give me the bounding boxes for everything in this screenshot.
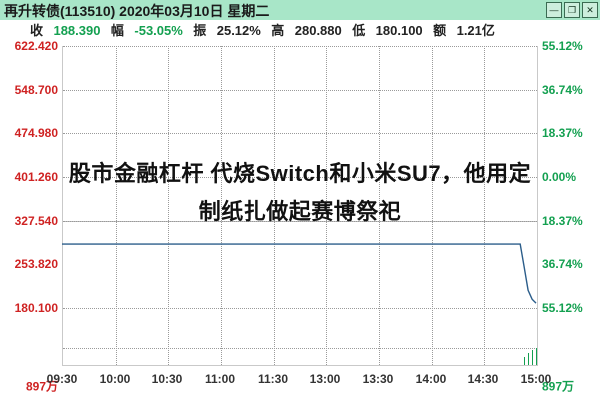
grid-line-h (63, 133, 537, 134)
y-axis-label-left: 548.700 (14, 82, 58, 97)
grid-line-h (63, 221, 537, 222)
x-axis-label: 13:00 (309, 372, 341, 386)
y-axis-label-left: 253.820 (14, 257, 58, 272)
x-axis-label: 11:30 (257, 372, 289, 386)
volume-bar (524, 356, 526, 365)
grid-line-h (63, 90, 537, 91)
quote-label-turnover: 额 (433, 23, 447, 38)
headline-overlay: 股市金融杠杆 代烧Switch和小米SU7，他用定 制纸扎做起赛博祭祀 (0, 155, 600, 231)
grid-line-v (274, 46, 275, 365)
plot-area (62, 46, 538, 366)
price-line-svg (62, 243, 537, 304)
y-axis-label-right: 55.12% (542, 301, 583, 315)
y-axis-label-left: 474.980 (14, 126, 58, 141)
y-axis-label-left: 401.260 (14, 170, 58, 184)
series-layer (62, 46, 538, 366)
grid-line-v (432, 46, 433, 365)
quote-label-close: 收 (30, 23, 44, 38)
y-axis-label-right: 36.74% (542, 82, 583, 97)
y-axis-label-right: 36.74% (542, 257, 583, 272)
volume-bar (532, 350, 534, 365)
grid-line-h (63, 46, 537, 47)
y-axis-label-left: 180.100 (14, 301, 58, 315)
x-axis-label: 11:00 (204, 372, 236, 386)
grid-line-v (221, 46, 222, 365)
quote-value-close: 188.390 (53, 23, 101, 38)
y-axis-label-left: 327.540 (14, 213, 58, 228)
volume-bar (528, 353, 530, 365)
quote-value-turnover: 1.21亿 (456, 23, 495, 38)
volume-bar (536, 348, 537, 365)
x-axis-label: 10:30 (151, 372, 183, 386)
volume-separator (63, 348, 537, 349)
maximize-icon[interactable]: ❐ (564, 2, 580, 18)
y-axis-volume-label-left: 897万 (25, 379, 58, 394)
quote-value-amplitude: 25.12% (216, 23, 261, 38)
y-axis-volume-label-right: 897万 (542, 379, 575, 394)
close-icon[interactable]: ✕ (582, 2, 598, 18)
x-axis-label: 13:30 (362, 372, 394, 386)
grid-line-v (484, 46, 485, 365)
minimize-icon[interactable]: — (546, 2, 562, 18)
y-axis-label-right: 55.12% (542, 39, 583, 53)
grid-line-v (168, 46, 169, 365)
grid-line-v (379, 46, 380, 365)
y-axis-label-left: 622.420 (14, 39, 58, 53)
quote-value-low: 180.100 (375, 23, 423, 38)
quote-bar: 收 188.390 幅 -53.05% 振 25.12% 高 280.880 低… (0, 20, 600, 42)
x-axis-label: 10:00 (99, 372, 131, 386)
x-axis-label: 14:30 (467, 372, 499, 386)
window-controls: — ❐ ✕ (546, 2, 598, 18)
quote-value-change: -53.05% (134, 23, 183, 38)
grid-line-h (63, 177, 537, 178)
window-title: 再升转债(113510) 2020年03月10日 星期二 (4, 3, 270, 19)
quote-label-amplitude: 振 (193, 23, 207, 38)
grid-line-v (326, 46, 327, 365)
volume-bars (62, 46, 538, 366)
quote-label-change: 幅 (110, 23, 124, 38)
x-axis-label: 09:30 (46, 372, 78, 386)
grid-line-h (63, 308, 537, 309)
y-axis-label-right: 18.37% (542, 213, 583, 228)
headline-line-2: 制纸扎做起赛博祭祀 (198, 199, 402, 224)
intraday-chart: 622.420 548.700 474.980 401.260 327.540 253.8… (0, 39, 600, 400)
quote-label-low: 低 (352, 23, 366, 38)
y-axis-label-right: 18.37% (542, 126, 583, 141)
quote-label-high: 高 (271, 23, 285, 38)
headline-line-1: 股市金融杠杆 代烧Switch和小米SU7，他用定 (68, 161, 532, 186)
y-axis-label-right: 0.00% (542, 170, 577, 184)
x-axis-label: 14:00 (415, 372, 447, 386)
window-titlebar: 再升转债(113510) 2020年03月10日 星期二 — ❐ ✕ (0, 0, 600, 20)
grid-line-v (116, 46, 117, 365)
x-axis-label: 15:00 (520, 372, 552, 386)
quote-value-high: 280.880 (294, 23, 342, 38)
